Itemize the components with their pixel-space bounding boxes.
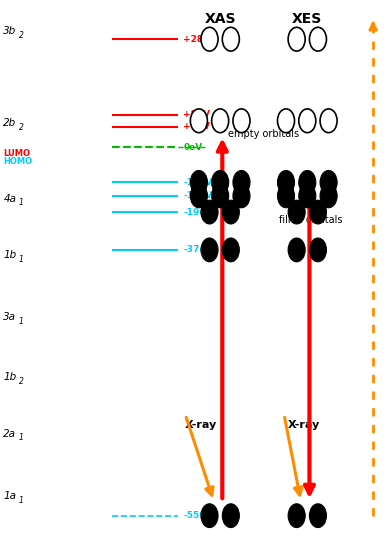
Text: 4a: 4a: [4, 193, 16, 204]
Text: filled orbitals: filled orbitals: [279, 215, 343, 225]
Text: 1: 1: [19, 433, 24, 443]
Circle shape: [288, 238, 305, 262]
Circle shape: [277, 109, 294, 132]
Circle shape: [288, 27, 305, 51]
Circle shape: [309, 27, 326, 51]
Circle shape: [212, 184, 229, 208]
Circle shape: [309, 238, 326, 262]
Circle shape: [320, 171, 337, 194]
Circle shape: [233, 171, 250, 194]
Circle shape: [212, 109, 229, 132]
Circle shape: [299, 171, 316, 194]
Text: -559eV: -559eV: [183, 511, 219, 520]
Circle shape: [201, 27, 218, 51]
Text: 2b: 2b: [4, 118, 16, 128]
Circle shape: [190, 184, 207, 208]
Circle shape: [299, 184, 316, 208]
Circle shape: [309, 200, 326, 224]
Text: 1b: 1b: [4, 250, 16, 260]
Text: empty orbitals: empty orbitals: [228, 129, 299, 139]
Circle shape: [299, 109, 316, 132]
Text: X-ray: X-ray: [185, 420, 217, 431]
Text: -19eV: -19eV: [183, 207, 213, 217]
Circle shape: [320, 109, 337, 132]
Text: 0eV: 0eV: [183, 143, 203, 151]
Text: XAS: XAS: [204, 12, 236, 26]
Text: 1b: 1b: [4, 372, 16, 382]
Text: X-ray: X-ray: [287, 420, 319, 431]
Text: LUMO: LUMO: [4, 149, 30, 158]
Circle shape: [233, 109, 250, 132]
Circle shape: [320, 184, 337, 208]
Text: 2: 2: [19, 377, 24, 386]
Text: 2a: 2a: [4, 428, 16, 439]
Text: 3a: 3a: [4, 312, 16, 323]
Text: +28eV: +28eV: [183, 35, 216, 43]
Circle shape: [201, 504, 218, 528]
Circle shape: [222, 238, 239, 262]
Text: XES: XES: [292, 12, 323, 26]
Text: +6eV: +6eV: [183, 122, 210, 131]
Text: 1: 1: [19, 317, 24, 326]
Text: +8eV: +8eV: [183, 110, 210, 119]
Text: -14eV: -14eV: [183, 178, 213, 187]
Text: 1: 1: [19, 496, 24, 504]
Text: 2: 2: [19, 31, 24, 40]
Circle shape: [222, 200, 239, 224]
Text: 3b: 3b: [4, 26, 16, 36]
Circle shape: [201, 238, 218, 262]
Circle shape: [201, 200, 218, 224]
Circle shape: [190, 171, 207, 194]
Text: 1: 1: [19, 198, 24, 207]
Circle shape: [222, 504, 239, 528]
Circle shape: [277, 171, 294, 194]
Circle shape: [222, 27, 239, 51]
Circle shape: [190, 109, 207, 132]
Text: 1: 1: [19, 255, 24, 264]
Circle shape: [233, 184, 250, 208]
Text: -37eV: -37eV: [183, 245, 213, 254]
Circle shape: [288, 200, 305, 224]
Text: 2: 2: [19, 123, 24, 132]
Circle shape: [288, 504, 305, 528]
Text: HOMO: HOMO: [4, 157, 32, 166]
Text: 1a: 1a: [4, 491, 16, 501]
Text: -15eV: -15eV: [183, 191, 213, 200]
Circle shape: [277, 184, 294, 208]
Circle shape: [309, 504, 326, 528]
Circle shape: [212, 171, 229, 194]
